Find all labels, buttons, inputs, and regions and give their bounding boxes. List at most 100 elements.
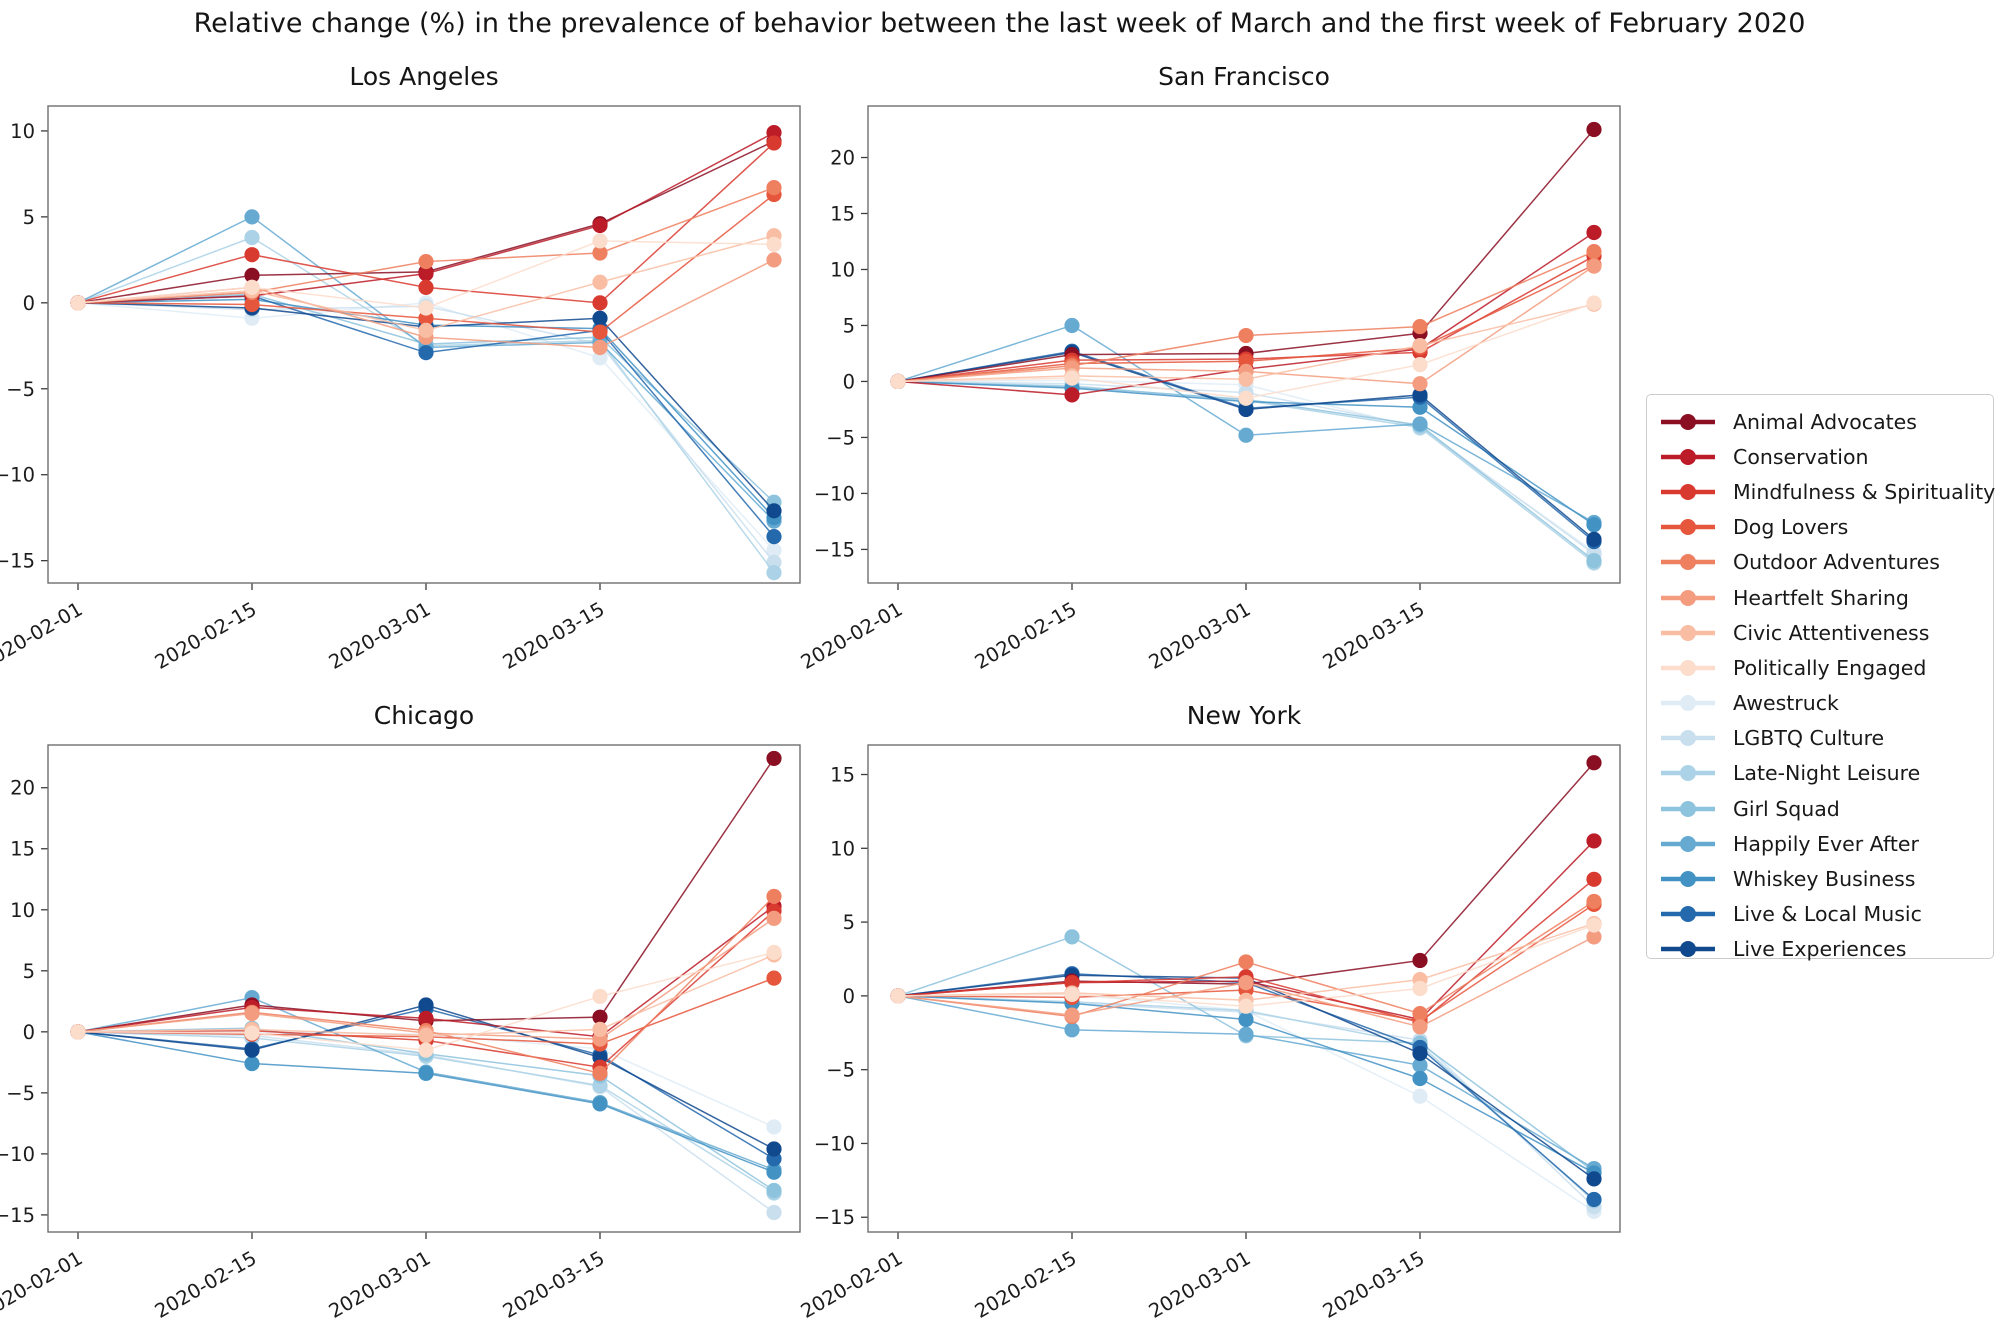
- legend-label: Conservation: [1733, 444, 1869, 469]
- data-point: [592, 274, 608, 290]
- data-point: [418, 997, 434, 1013]
- y-tick-label: 20: [830, 147, 855, 170]
- y-tick-label: −15: [0, 1204, 35, 1227]
- series-outdoor-adventures: [890, 243, 1602, 390]
- legend-marker-icon: [1661, 624, 1715, 641]
- data-point: [1064, 387, 1080, 403]
- data-point: [244, 1005, 260, 1022]
- y-tick-label: 10: [830, 258, 855, 281]
- legend-item-heartfelt-sharing: Heartfelt Sharing: [1659, 580, 1993, 615]
- legend-label: Animal Advocates: [1733, 409, 1917, 434]
- axes-frame: [867, 744, 1621, 1233]
- legend-item-conservation: Conservation: [1659, 439, 1993, 474]
- data-point: [1412, 1045, 1428, 1062]
- y-tick-label: −10: [0, 1143, 35, 1166]
- data-point: [1412, 980, 1428, 997]
- data-point: [418, 1065, 434, 1081]
- data-point: [592, 233, 608, 249]
- legend-item-awestruck: Awestruck: [1659, 686, 1993, 721]
- series-politically-engaged: [890, 295, 1602, 406]
- data-point: [1064, 929, 1080, 945]
- x-tick-label: 2020-03-01: [325, 597, 435, 674]
- data-point: [766, 252, 782, 268]
- legend: Animal Advocates Conservation Mindfulness …: [1646, 394, 1995, 961]
- data-point: [418, 265, 434, 282]
- data-point: [1586, 553, 1602, 569]
- legend-label: LGBTQ Culture: [1733, 726, 1885, 751]
- data-point: [1064, 986, 1080, 1003]
- x-tick-label: 2020-03-15: [499, 1246, 609, 1323]
- legend-item-live-local-music: Live & Local Music: [1659, 897, 1993, 932]
- data-point: [244, 1025, 260, 1041]
- legend-item-live-experiences: Live Experiences: [1659, 932, 1993, 967]
- data-point: [1412, 318, 1428, 335]
- chart-plot-chicago: 20 15 10 5 0 −5 −10 −15 2020-02-01 2020-02-15 2020…: [0, 744, 801, 1323]
- y-tick-label: −5: [826, 1059, 855, 1082]
- legend-dot: [1680, 554, 1696, 571]
- y-tick-label: 10: [10, 120, 35, 143]
- data-point: [592, 1021, 608, 1037]
- chart-title-new-york: New York: [1186, 701, 1302, 730]
- data-point: [1586, 871, 1602, 887]
- legend-dot: [1680, 835, 1696, 852]
- data-point: [418, 1027, 434, 1044]
- data-point: [592, 1065, 608, 1081]
- legend-label: Live & Local Music: [1733, 902, 1922, 927]
- y-tick-label: −10: [814, 1132, 855, 1155]
- data-point: [890, 373, 906, 390]
- series-politically-engaged: [890, 917, 1602, 1014]
- axes-frame: [867, 105, 1621, 584]
- series-politically-engaged: [70, 233, 782, 316]
- legend-marker-icon: [1661, 519, 1715, 536]
- data-point: [1238, 401, 1254, 418]
- y-tick-label: 0: [843, 370, 855, 393]
- data-point: [1238, 1026, 1254, 1042]
- data-point: [1586, 531, 1602, 547]
- y-tick-label: 0: [843, 985, 855, 1008]
- data-point: [766, 1141, 782, 1157]
- legend-item-politically-engaged: Politically Engaged: [1659, 650, 1993, 685]
- data-point: [766, 888, 782, 904]
- y-tick-label: −5: [6, 378, 35, 401]
- data-point: [766, 236, 782, 252]
- legend-marker-icon: [1661, 659, 1715, 676]
- data-point: [766, 542, 782, 558]
- data-point: [766, 944, 782, 961]
- data-point: [1412, 1005, 1428, 1022]
- data-point: [766, 750, 782, 767]
- data-point: [1586, 517, 1602, 533]
- data-point: [592, 310, 608, 326]
- data-point: [1412, 416, 1428, 432]
- data-point: [1238, 371, 1254, 387]
- data-point: [1238, 954, 1254, 970]
- data-point: [244, 209, 260, 225]
- legend-label: Heartfelt Sharing: [1733, 585, 1909, 610]
- y-tick-label: 0: [23, 292, 35, 315]
- legend-dot: [1680, 448, 1696, 465]
- legend-label: Late-Night Leisure: [1733, 761, 1921, 786]
- legend-dot: [1680, 906, 1696, 923]
- data-point: [592, 295, 608, 311]
- x-tick-label: 2020-02-01: [0, 1246, 87, 1323]
- data-point: [1586, 243, 1602, 260]
- data-point: [244, 279, 260, 295]
- legend-label: Happily Ever After: [1733, 831, 1919, 856]
- data-point: [1412, 1057, 1428, 1073]
- x-tick-label: 2020-03-01: [1145, 597, 1255, 674]
- legend-label: Politically Engaged: [1733, 655, 1927, 680]
- data-point: [244, 1042, 260, 1058]
- y-tick-label: −15: [814, 1206, 855, 1229]
- data-point: [418, 345, 434, 361]
- y-tick-label: −15: [814, 538, 855, 561]
- data-point: [592, 988, 608, 1005]
- y-tick-label: −10: [0, 464, 35, 487]
- x-tick-label: 2020-03-01: [1145, 1246, 1255, 1323]
- y-tick-label: 10: [10, 899, 35, 922]
- data-point: [70, 1024, 86, 1040]
- legend-dot: [1680, 695, 1696, 712]
- data-point: [592, 1096, 608, 1112]
- chart-title-chicago: Chicago: [373, 701, 475, 730]
- legend-marker-icon: [1661, 413, 1715, 430]
- y-tick-label: 5: [843, 314, 855, 337]
